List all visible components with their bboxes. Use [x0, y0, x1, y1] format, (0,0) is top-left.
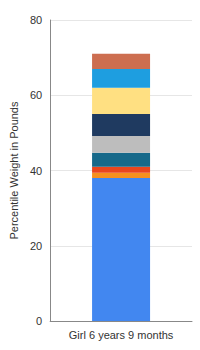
svg-text:Girl 6 years 9 months: Girl 6 years 9 months	[69, 329, 174, 341]
svg-text:40: 40	[30, 165, 42, 177]
svg-text:20: 20	[30, 240, 42, 252]
svg-text:0: 0	[36, 315, 42, 327]
svg-text:80: 80	[30, 14, 42, 26]
svg-text:60: 60	[30, 89, 42, 101]
svg-text:Percentile Weight in Pounds: Percentile Weight in Pounds	[8, 101, 20, 239]
